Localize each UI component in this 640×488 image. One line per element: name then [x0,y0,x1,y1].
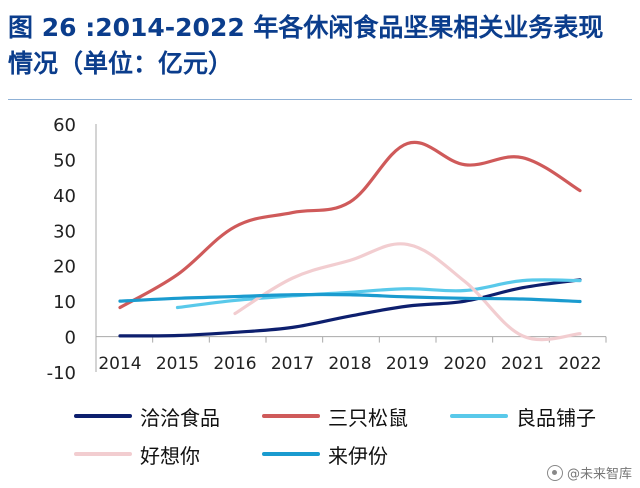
series-lines [118,140,582,342]
series-line-2 [118,140,582,310]
x-tick-label: 2021 [501,354,544,374]
y-tick-label: -10 [47,363,76,384]
x-tick-label: 2015 [156,354,199,374]
chart-title-line-2: 情况（单位：亿元） [8,49,234,78]
watermark: @未来智库 [546,463,632,482]
series-line-3 [175,278,582,310]
x-tick-label: 2018 [328,354,371,374]
x-tick-label: 2017 [271,354,314,374]
y-tick-label: 0 [65,328,76,349]
y-tick-label: 10 [53,292,76,313]
watermark-text: @未来智库 [566,467,632,482]
series-line-4 [233,242,582,342]
x-axis: 2014 2015 2016 2017 2018 2019 2020 2021 2022 [95,336,607,374]
x-tick-label: 2016 [213,354,256,374]
chart-title: 图 26 :2014-2022 年各休闲食品坚果相关业务表现 情况（单位：亿元） [8,10,632,82]
series-line-5 [118,292,582,304]
y-axis: 60 50 40 30 20 10 0 -10 [47,115,97,384]
chart-title-line-1: 图 26 :2014-2022 年各休闲食品坚果相关业务表现 [8,13,604,42]
x-tick-label: 2020 [443,354,486,374]
y-tick-label: 40 [53,186,76,207]
y-tick-label: 50 [53,150,76,171]
y-tick-label: 60 [53,115,76,136]
y-tick-label: 20 [53,257,76,278]
x-tick-label: 2014 [98,354,141,374]
x-tick-label: 2022 [558,354,601,374]
watermark-logo-icon [546,464,563,481]
y-tick-label: 30 [53,221,76,242]
series-line-1 [118,278,582,338]
title-divider [8,99,632,100]
x-tick-label: 2019 [386,354,429,374]
